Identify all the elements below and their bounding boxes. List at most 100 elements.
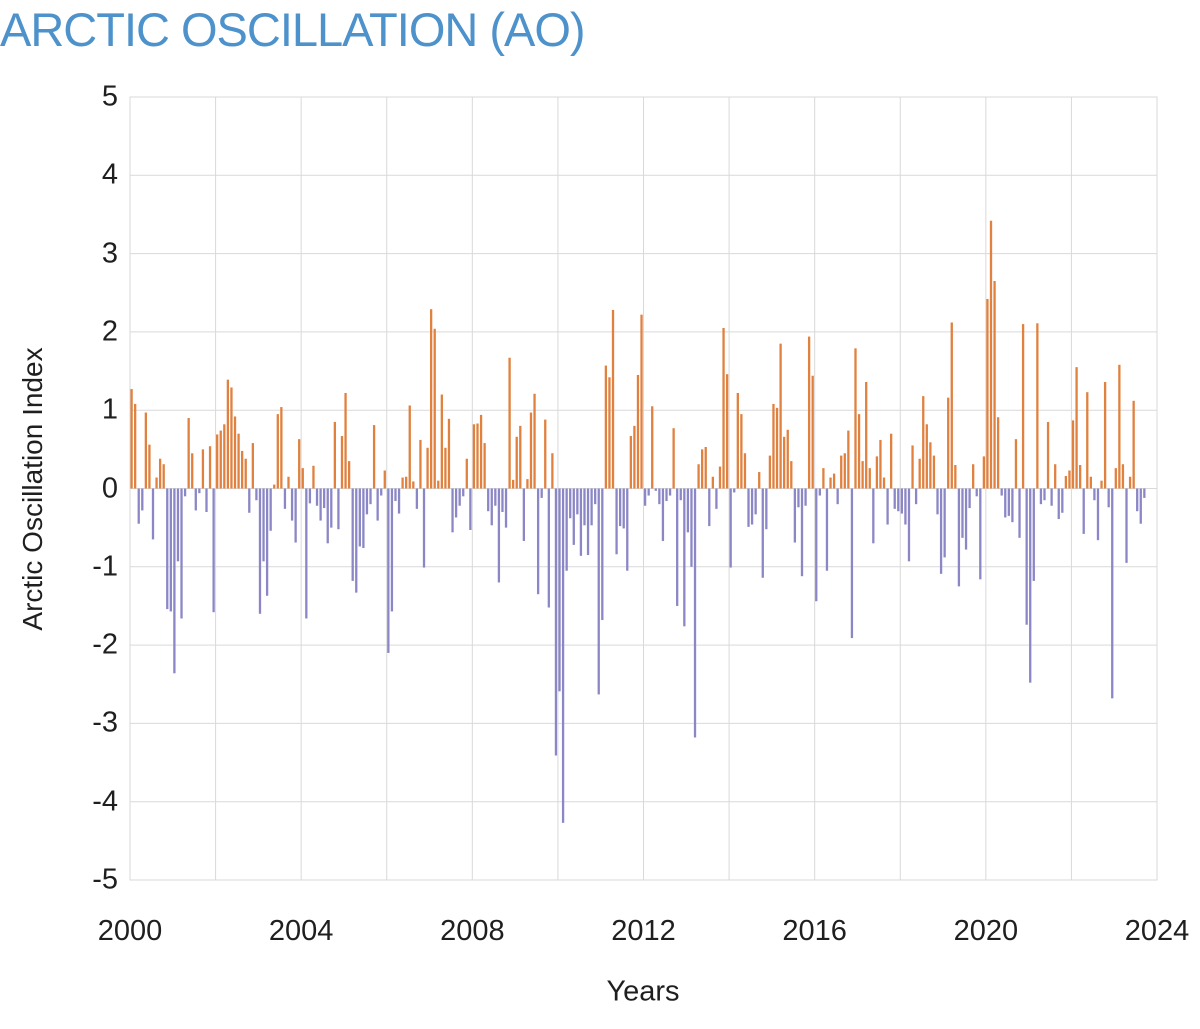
ao-bar-2012-01 [643,488,647,506]
ao-bar-2001-04 [183,488,187,497]
ao-bar-2013-10 [718,466,722,489]
ao-bar-2000-04 [141,488,144,511]
ao-bar-2011-02 [604,365,608,489]
ao-bar-2022-04 [1082,488,1085,534]
x-tick-label-2016: 2016 [782,915,847,947]
ao-bar-2023-08 [1139,488,1142,524]
ao-bar-2018-03 [907,488,911,562]
ao-bar-2012-07 [665,488,668,502]
ao-bar-2015-04 [783,436,786,489]
ao-bar-2020-05 [1000,488,1003,496]
ao-bar-2018-04 [911,445,914,489]
ao-bar-2020-02 [989,220,993,489]
y-tick-label-5: 5 [101,80,118,113]
ao-bar-2021-05 [1043,488,1046,501]
ao-bar-2009-04 [526,479,529,489]
ao-bar-2000-05 [144,412,148,489]
x-tick-label-2008: 2008 [440,915,505,947]
ao-bar-2006-01 [387,488,390,653]
ao-bar-2014-04 [740,414,743,489]
ao-bar-2003-03 [265,488,269,596]
ao-bar-2009-11 [551,453,554,489]
ao-bar-2019-06 [961,488,964,538]
ao-bar-2017-11 [893,488,896,509]
ao-bar-2003-04 [269,488,272,531]
ao-bar-2010-05 [572,488,575,545]
ao-bar-2002-09 [244,458,247,489]
ao-bar-2005-01 [344,392,347,489]
ao-bar-2019-07 [964,488,968,550]
ao-bar-2018-11 [936,488,939,515]
ao-bar-2009-10 [547,488,550,608]
ao-bar-2003-12 [298,439,301,489]
ao-bar-2019-09 [972,464,975,489]
ao-bar-2023-03 [1121,464,1125,489]
ao-bar-2008-09 [501,488,504,512]
ao-bar-2004-09 [330,488,333,528]
ao-bar-2011-11 [636,374,640,489]
ao-bar-2017-08 [882,477,886,489]
ao-bar-2020-10 [1018,488,1021,538]
ao-bar-2019-03 [950,322,953,489]
ao-bar-2015-06 [790,461,793,489]
ao-bar-2016-03 [822,468,825,489]
ao-bar-2004-01 [301,468,304,489]
ao-bar-2012-09 [672,428,675,489]
ao-bar-2021-02 [1032,488,1035,581]
ao-bar-2011-10 [633,425,636,489]
ao-bar-2016-01 [815,488,818,602]
ao-bar-2005-06 [362,488,365,549]
ao-bar-2020-11 [1021,324,1025,489]
ao-bar-2004-06 [319,488,322,521]
ao-bar-2005-11 [380,488,383,496]
ao-bar-2012-02 [647,488,650,496]
ao-bar-2021-01 [1029,488,1032,683]
ao-bar-2002-03 [223,424,226,489]
ao-bar-2019-01 [943,488,946,558]
ao-bar-2000-09 [158,458,162,489]
ao-bar-2006-12 [426,447,429,489]
y-tick-label--2: -2 [92,628,118,661]
ao-bar-2002-08 [241,450,244,489]
ao-bar-2010-02 [561,488,565,823]
ao-bar-2002-05 [230,387,233,489]
ao-bar-2008-08 [497,488,501,583]
ao-bar-2001-01 [173,488,176,674]
ao-bar-2013-03 [693,488,697,738]
ao-bar-2014-03 [736,392,739,489]
ao-bar-2007-06 [447,418,451,489]
ao-bar-2003-01 [258,488,262,614]
ao-bar-2014-06 [747,488,750,527]
ao-bar-2016-12 [854,348,857,489]
ao-bar-2022-07 [1093,488,1096,501]
ao-bar-2004-07 [323,488,326,509]
ao-bar-2003-05 [273,484,276,489]
ao-bar-2005-03 [351,488,354,581]
ao-bar-2022-01 [1071,420,1075,489]
ao-bar-2005-08 [369,488,372,505]
ao-bar-2009-12 [554,488,558,756]
ao-bar-2010-01 [558,488,561,692]
ao-bar-2005-12 [383,470,386,489]
ao-bar-2000-03 [137,488,140,524]
ao-bar-2003-10 [290,488,294,521]
x-tick-label-2004: 2004 [268,915,334,947]
ao-bar-2001-07 [194,488,197,511]
ao-bar-2005-10 [376,488,379,521]
ao-bar-2005-02 [347,461,351,489]
ao-bar-2007-12 [469,488,472,530]
ao-bar-2001-10 [205,488,208,512]
ao-bar-2021-10 [1061,488,1064,513]
ao-bar-2018-10 [932,455,936,489]
ao-bar-2016-09 [843,453,846,489]
ao-bar-2006-10 [419,439,422,489]
ao-bar-2007-03 [437,480,440,489]
ao-bar-2018-01 [900,488,903,514]
x-tick-label-2024: 2024 [1124,915,1190,947]
ao-bar-2012-11 [679,488,682,501]
ao-bar-2014-10 [761,488,764,578]
ao-bar-2001-03 [180,488,183,619]
ao-bar-2011-06 [618,488,622,527]
